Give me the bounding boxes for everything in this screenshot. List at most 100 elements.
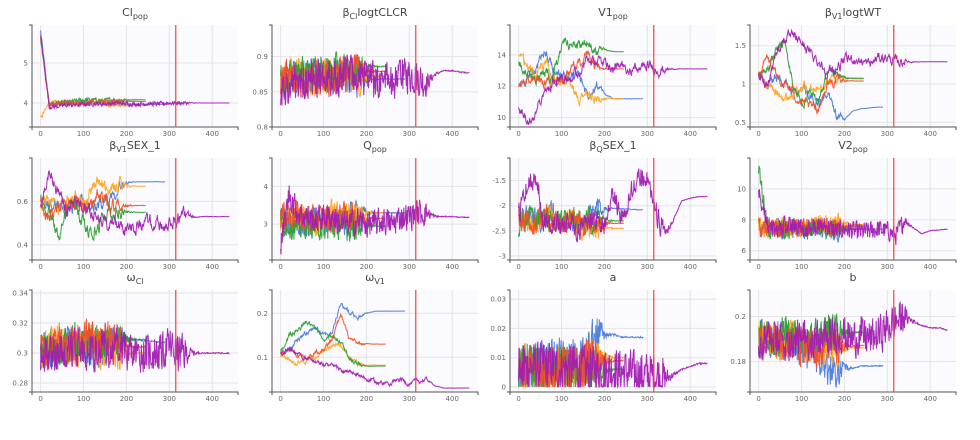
chain-trace-purple [518,340,708,389]
chain-trace-purple [280,185,470,255]
y-tick-label: 0.2 [735,313,746,321]
x-tick-label: 200 [598,130,611,138]
panel-title: Clpop [122,6,148,21]
x-tick-label: 0 [516,130,520,138]
x-tick-label: 200 [598,395,611,403]
x-tick-label: 300 [403,263,416,271]
title-base: Q [363,139,372,152]
x-tick-label: 200 [120,130,133,138]
x-tick-label: 100 [77,130,90,138]
y-tick-label: 3 [264,221,268,229]
axes [269,24,479,130]
panel-title: ωCl [126,271,143,286]
plot-background [750,158,956,260]
x-tick-label: 100 [77,263,90,271]
x-tick-label: 400 [924,395,937,403]
trace-panel: a 0 100 200 300 400 0 0.01 0.02 0.03 [490,271,717,403]
x-tick-label: 300 [163,130,176,138]
trace-panel: V1pop 0 100 200 300 400 10 12 14 [497,6,717,138]
title-subscript: V1 [832,12,843,21]
chain-trace-blue [280,302,405,355]
x-tick-label: 0 [278,263,282,271]
chain-trace-purple [280,346,470,389]
chain-trace-red [280,313,386,361]
chain-trace-purple [758,189,948,246]
y-tick-label: 1 [742,81,746,89]
y-tick-label: -3 [499,252,506,260]
trace-panel: βQSEX_1 0 100 200 300 400 -3 -2.5 -2 -1.5 [492,139,717,271]
chain-trace-purple [758,301,948,362]
x-tick-label: 400 [684,395,697,403]
trace-panel: βCllogtCLCR 0 100 200 300 400 0.8 0.85 0.9 [252,6,479,138]
x-tick-label: 400 [206,130,219,138]
x-tick-label: 400 [206,263,219,271]
x-tick-label: 300 [881,395,894,403]
axes [507,24,717,130]
axes [269,289,479,395]
chain-trace-purple [518,54,708,125]
title-base: β [109,139,116,152]
x-tick-label: 0 [756,263,760,271]
x-tick-label: 300 [881,263,894,271]
title-base: β [825,6,832,19]
trace-panel: βV1SEX_1 0 100 200 300 400 0.4 0.6 [17,139,239,271]
x-tick-label: 200 [360,130,373,138]
x-tick-label: 200 [360,263,373,271]
y-tick-label: 0.85 [252,88,268,96]
x-tick-label: 300 [641,263,654,271]
x-tick-label: 0 [756,395,760,403]
trace-panel: b 0 100 200 300 400 0.18 0.2 [730,271,957,403]
chain-trace-purple [758,28,948,89]
axes [269,157,479,263]
y-tick-label: 6 [742,247,747,255]
title-tail: SEX_1 [127,139,161,152]
x-tick-label: 300 [641,395,654,403]
trace-panel: V2pop 0 100 200 300 400 6 8 10 [737,139,957,271]
x-tick-label: 0 [516,263,520,271]
trace-panel: ωV1 0 100 200 300 400 0.1 0.2 [257,271,479,403]
panel-title: b [850,271,857,284]
chain-trace-red [40,36,146,110]
title-base: V2 [838,139,853,152]
y-tick-label: 4 [264,183,269,191]
title-subscript: Cl [136,277,144,286]
x-tick-label: 100 [795,263,808,271]
y-tick-label: 0.5 [735,119,746,127]
y-tick-label: 0.4 [17,241,29,249]
panel-title: a [610,271,617,284]
title-base: V1 [598,6,613,19]
x-tick-label: 200 [838,263,851,271]
title-base: a [610,271,617,284]
chain-trace-purple [40,170,230,236]
title-base: ω [365,271,374,284]
x-tick-label: 300 [163,263,176,271]
plot-background [272,290,478,392]
chain-trace-green [40,193,146,242]
axes [29,24,239,130]
chain-trace-green [758,39,864,110]
y-tick-label: 0.8 [257,124,268,132]
title-subscript: V1 [374,277,385,286]
title-base: Cl [122,6,133,19]
x-tick-label: 100 [795,130,808,138]
y-tick-label: 0.18 [730,358,746,366]
panel-title: βV1logtWT [825,6,882,21]
axes [747,24,957,130]
title-tail: logtCLCR [357,6,408,19]
y-tick-label: 0.1 [257,354,268,362]
trace-panel: βV1logtWT 0 100 200 300 400 0.5 1 1.5 [735,6,957,138]
x-tick-label: 200 [838,395,851,403]
title-base: β [342,6,349,19]
title-subscript: Q [596,145,602,154]
y-tick-label: 4 [24,100,29,108]
x-tick-label: 100 [555,130,568,138]
axes [507,289,717,395]
x-tick-label: 200 [838,130,851,138]
x-tick-label: 400 [446,395,459,403]
chain-trace-green [518,37,624,87]
y-tick-label: 8 [742,216,746,224]
trace-panel: Qpop 0 100 200 300 400 3 4 [264,139,479,271]
x-tick-label: 0 [38,395,42,403]
x-tick-label: 0 [38,130,42,138]
panel-title: V2pop [838,139,868,154]
